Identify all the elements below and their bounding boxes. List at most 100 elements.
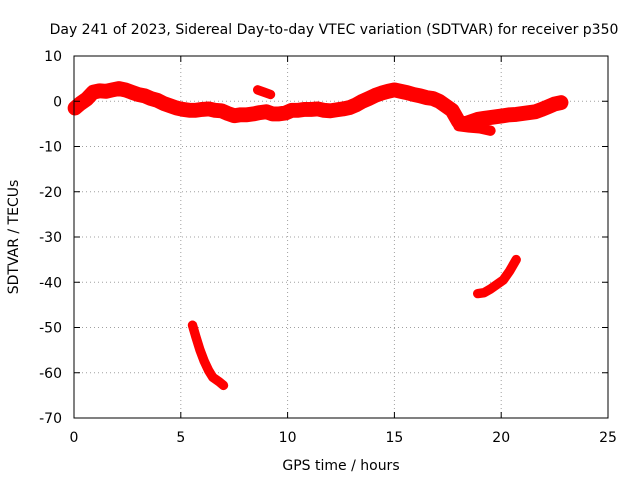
data-point (102, 87, 111, 96)
data-point (76, 99, 85, 108)
data-point (524, 108, 533, 117)
data-point (215, 377, 224, 386)
data-point (294, 106, 303, 115)
data-point (255, 108, 264, 117)
data-point (200, 357, 209, 366)
data-point (480, 114, 489, 123)
data-point (196, 346, 205, 355)
data-point (345, 103, 354, 112)
x-tick-label: 10 (279, 430, 297, 446)
y-tick-label: -10 (39, 140, 62, 156)
chart-title: Day 241 of 2023, Sidereal Day-to-day VTE… (50, 22, 619, 38)
data-point (448, 106, 457, 115)
y-tick-label: 0 (53, 94, 62, 110)
data-point (550, 99, 559, 108)
data-point (121, 85, 130, 94)
data-point (557, 98, 566, 107)
y-tick-label: -50 (39, 321, 62, 337)
y-tick-label: -60 (39, 366, 62, 382)
data-point (486, 285, 495, 294)
data-point (358, 97, 367, 106)
data-point (159, 99, 168, 108)
data-point (191, 332, 200, 341)
data-point (454, 122, 463, 131)
data-point (537, 105, 546, 114)
data-point (223, 109, 232, 118)
data-point (208, 373, 217, 382)
x-tick-label: 20 (492, 430, 510, 446)
data-point (518, 109, 527, 118)
x-tick-label: 25 (599, 430, 617, 446)
data-point (499, 275, 508, 284)
data-point (364, 94, 373, 103)
series-falling-arc-near-6h (187, 320, 229, 391)
data-point (512, 110, 521, 119)
data-point (416, 91, 425, 100)
x-axis-label: GPS time / hours (282, 458, 399, 474)
data-point (351, 100, 360, 109)
data-point (422, 93, 431, 102)
data-point (492, 280, 501, 289)
data-point (428, 94, 437, 103)
data-point (339, 104, 348, 113)
data-point (396, 87, 405, 96)
data-point (383, 87, 392, 96)
data-point (172, 104, 181, 113)
data-point (253, 85, 262, 94)
data-point (544, 102, 553, 111)
y-tick-label: -20 (39, 185, 62, 201)
y-tick-label: 10 (44, 49, 62, 65)
data-point (89, 88, 98, 97)
data-point (275, 109, 284, 118)
data-point (486, 126, 495, 135)
data-point (82, 94, 91, 103)
data-point (313, 104, 322, 113)
axis-ticks: 0 5 10 15 20 25 -70 -60 -50 -40 -30 -20 -10 0 10 (39, 49, 617, 446)
data-point (134, 90, 143, 99)
x-tick-label: 0 (70, 430, 79, 446)
data-point (326, 106, 335, 115)
data-point (146, 94, 155, 103)
data-point (409, 90, 418, 99)
data-point (473, 289, 482, 298)
data-point (266, 90, 275, 99)
data-point (249, 109, 258, 118)
data-point (153, 96, 162, 105)
data-point (332, 105, 341, 114)
data-point (390, 85, 399, 94)
data-point (71, 104, 80, 113)
data-point (475, 124, 484, 133)
data-point (166, 101, 175, 110)
data-point (127, 88, 136, 97)
data-point (492, 112, 501, 121)
data-point (140, 91, 149, 100)
data-point (230, 111, 239, 120)
data-point (191, 106, 200, 115)
y-tick-label: -30 (39, 230, 62, 246)
data-point (435, 97, 444, 106)
data-point (204, 104, 213, 113)
data-point (486, 113, 495, 122)
data-point (505, 266, 514, 275)
data-point (260, 88, 269, 97)
y-tick-label: -40 (39, 275, 62, 291)
data-point (441, 101, 450, 110)
data-point (480, 288, 489, 297)
data-point (188, 321, 197, 330)
data-point (204, 366, 213, 375)
data-point (371, 91, 380, 100)
data-point (262, 107, 271, 116)
data-point (281, 109, 290, 118)
data-point (403, 88, 412, 97)
data-point (243, 110, 252, 119)
data-series (67, 81, 569, 391)
data-point (473, 115, 482, 124)
series-short-arc-near-19h (453, 120, 496, 136)
data-point (219, 381, 228, 390)
data-point (108, 85, 117, 94)
data-point (531, 107, 540, 116)
data-point (178, 105, 187, 114)
data-point (499, 111, 508, 120)
data-point (377, 89, 386, 98)
